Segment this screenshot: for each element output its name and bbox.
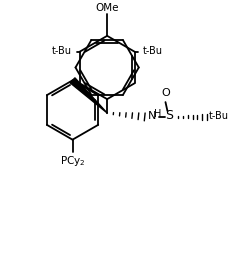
Text: t-Bu: t-Bu: [209, 111, 229, 121]
Text: O: O: [161, 88, 170, 98]
Text: t-Bu: t-Bu: [143, 46, 163, 56]
Text: t-Bu: t-Bu: [52, 46, 72, 56]
Text: S: S: [165, 109, 174, 122]
Text: N: N: [148, 111, 156, 121]
Text: OMe: OMe: [95, 3, 119, 13]
Polygon shape: [70, 78, 107, 113]
Text: PCy$_2$: PCy$_2$: [60, 153, 85, 168]
Text: H: H: [154, 109, 161, 119]
